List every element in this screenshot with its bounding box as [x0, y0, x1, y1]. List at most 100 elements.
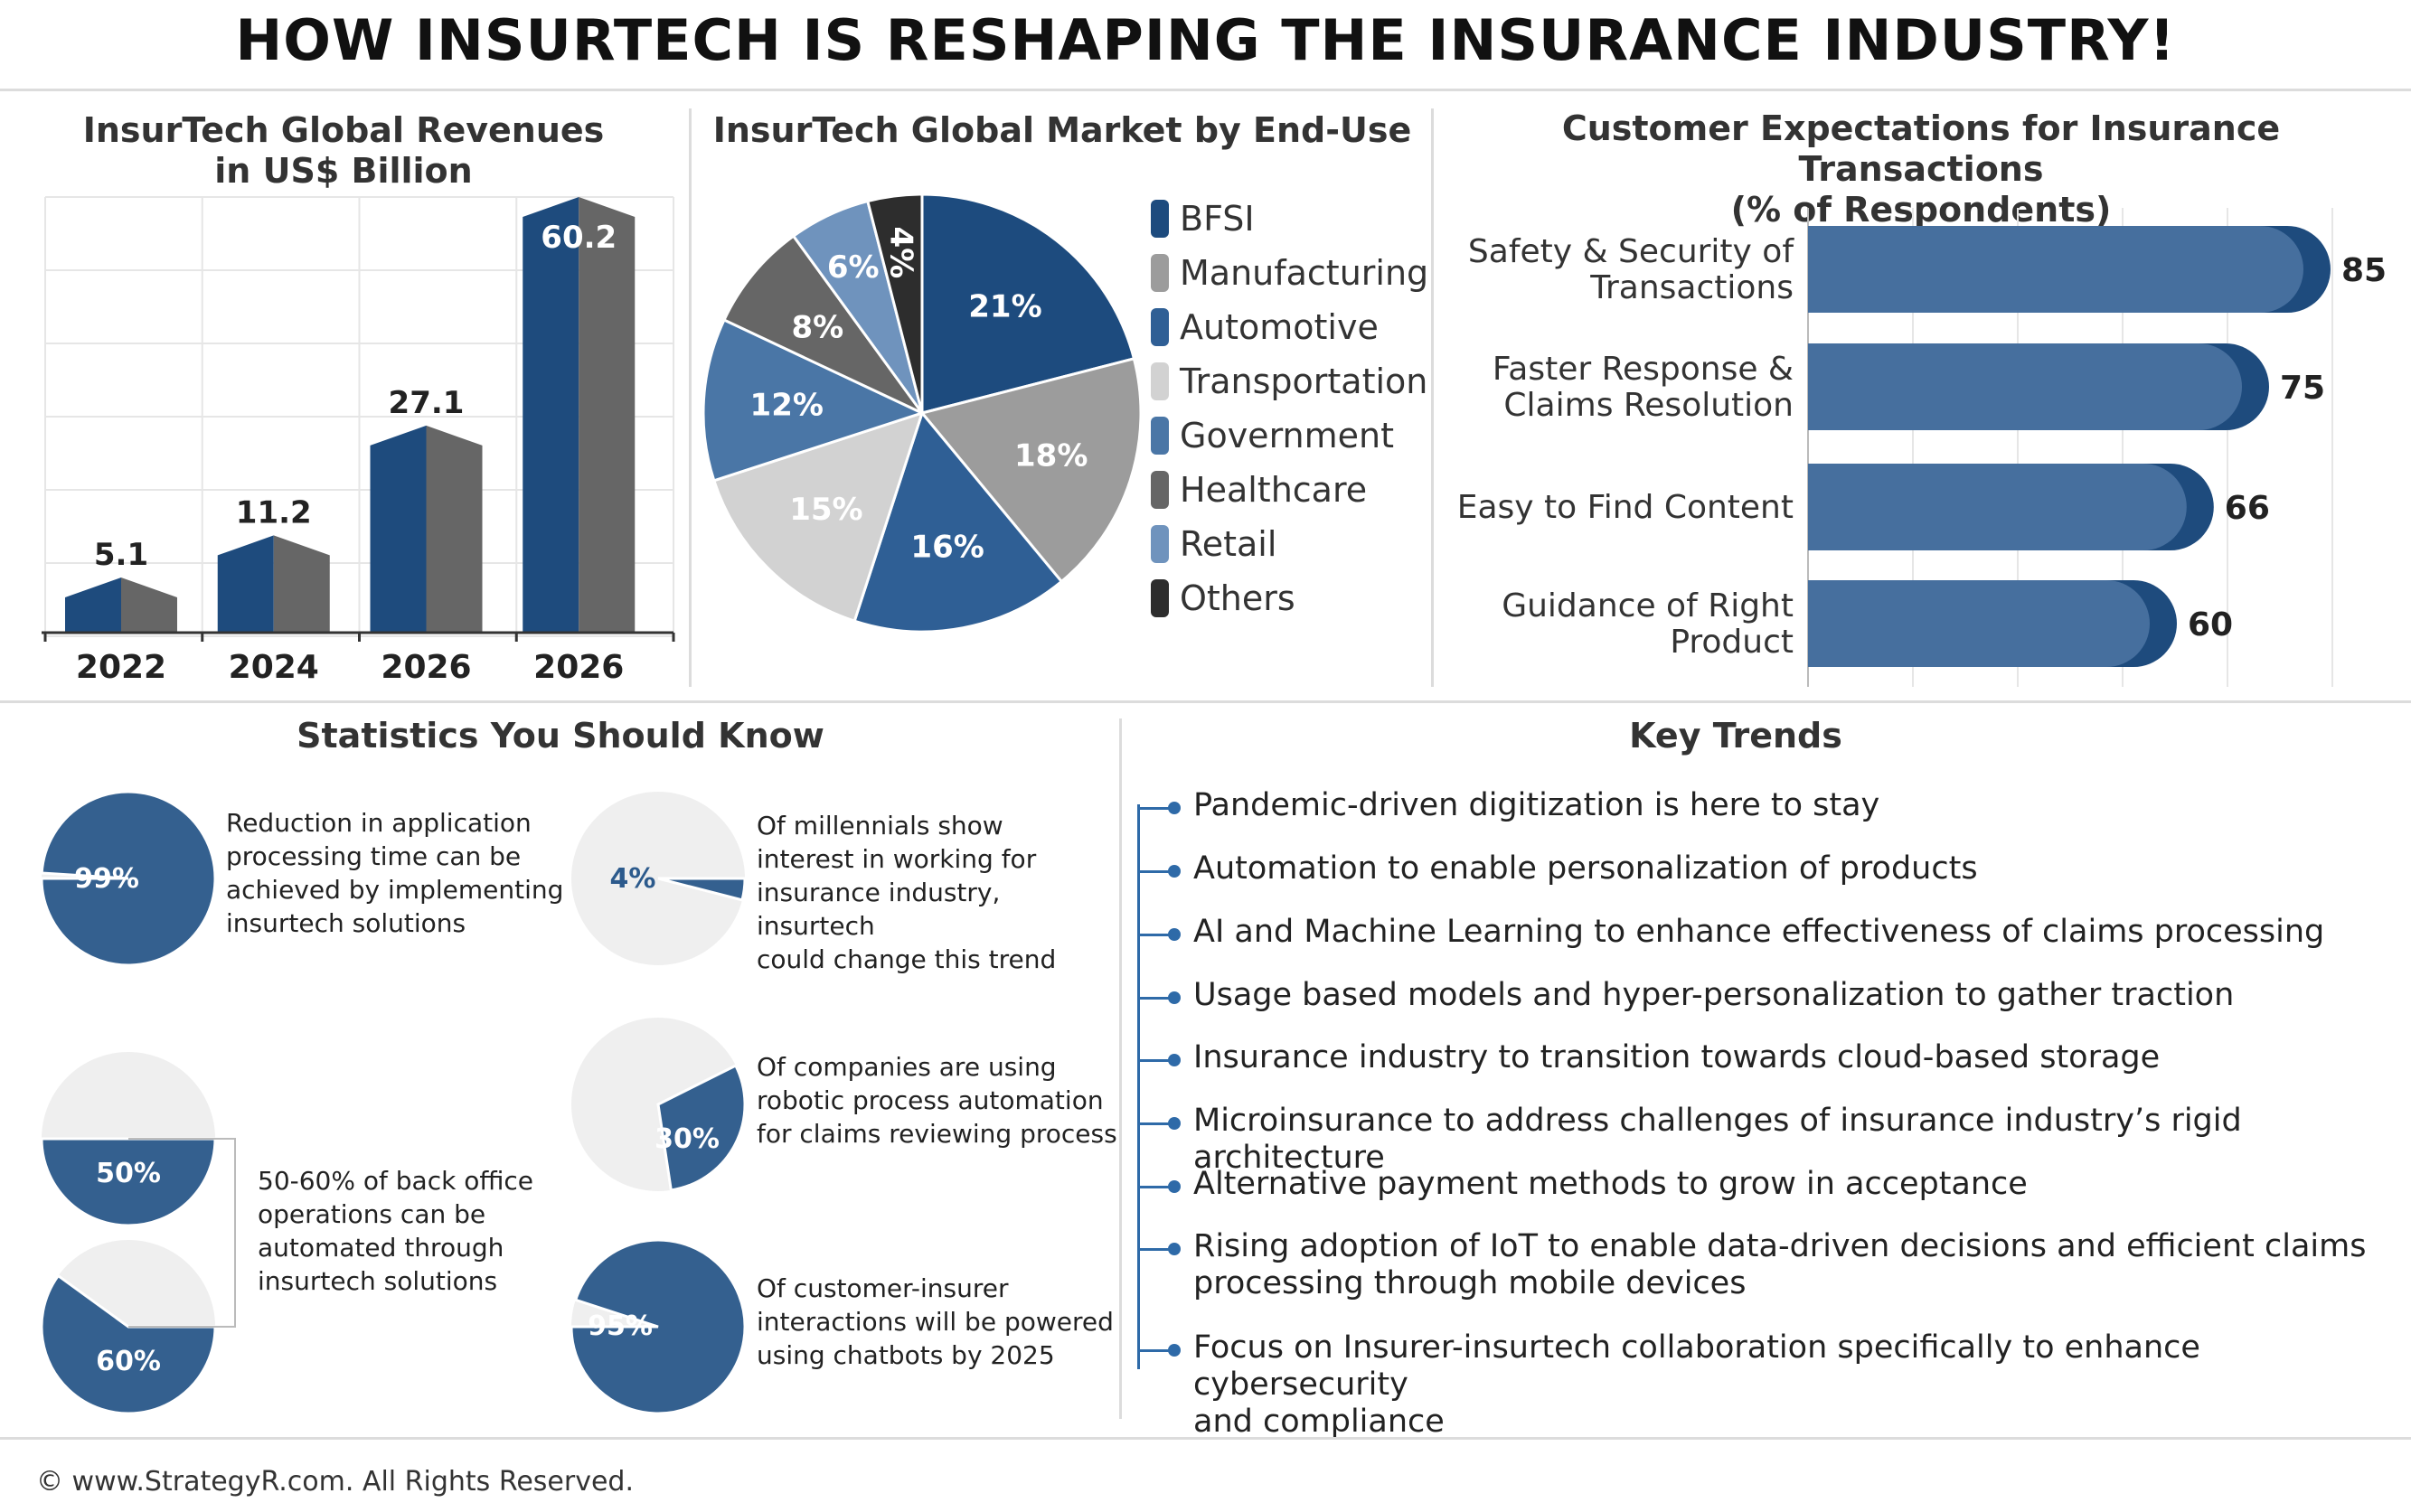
trend-line: Rising adoption of IoT to enable data-dr…: [1193, 1228, 2367, 1264]
expectation-category-label: Faster Response &: [1493, 351, 1794, 388]
trend-item: Usage based models and hyper-personaliza…: [1193, 977, 2405, 1014]
pie-value-label: 21%: [968, 288, 1041, 324]
expectation-category-label: Transactions: [1589, 269, 1794, 306]
stat-line: Of companies are using: [757, 1052, 1057, 1082]
legend-swatch: [1151, 362, 1169, 400]
stat-line: achieved by implementing: [226, 875, 564, 905]
pie-slice: [702, 317, 927, 483]
trend-bullet-icon: [1168, 1180, 1181, 1193]
pie-value-label: 4%: [883, 226, 919, 278]
legend-item: Transportation: [1151, 354, 1428, 409]
stat-line: insurtech solutions: [258, 1266, 498, 1296]
trend-item: Insurance industry to transition towards…: [1193, 1039, 2405, 1076]
pie-value-label: 16%: [910, 529, 984, 565]
legend-swatch: [1151, 579, 1169, 617]
trend-connector: [1137, 934, 1173, 936]
expectations-title-line1: Customer Expectations for Insurance Tran…: [1561, 108, 2281, 189]
trend-item: Focus on Insurer-insurtech collaboration…: [1193, 1329, 2405, 1441]
legend-item: Government: [1151, 409, 1428, 463]
expectation-category-label: Claims Resolution: [1503, 387, 1794, 424]
stat-line: insurtech solutions: [226, 908, 466, 938]
pie-value-label: 6%: [827, 249, 880, 286]
trend-line: Insurance industry to transition towards…: [1193, 1039, 2161, 1075]
revenue-bar-chart: 5.1 2022 11.2 2024 27.1 2026 60.2 2026: [42, 196, 675, 686]
trend-item: Pandemic-driven digitization is here to …: [1193, 787, 2405, 824]
revenue-bar-front: [65, 578, 121, 633]
stat-text-99: Reduction in application processing time…: [226, 806, 570, 940]
trend-bullet-icon: [1168, 1117, 1181, 1130]
expectation-bar: [1808, 464, 2187, 550]
section-divider: [0, 700, 2411, 703]
legend-label: Retail: [1180, 524, 1277, 564]
stat-60-label: 60%: [96, 1346, 161, 1377]
stat-line: Reduction in application: [226, 808, 532, 838]
expectation-bar: [1808, 343, 2242, 430]
stat-text-30: Of companies are using robotic process a…: [757, 1050, 1118, 1150]
trend-line: Microinsurance to address challenges of …: [1193, 1103, 2242, 1176]
expectation-bar: [1808, 226, 2303, 313]
pie-legend: BFSI Manufacturing Automotive Transportatio…: [1151, 192, 1428, 625]
pie-chart-title: InsurTech Global Market by End-Use: [712, 110, 1412, 150]
revenue-bar-side: [121, 578, 177, 633]
trend-connector: [1137, 1349, 1173, 1352]
trend-connector: [1137, 1122, 1173, 1125]
expectation-category-label: Guidance of Right: [1502, 587, 1794, 625]
legend-item: Others: [1151, 571, 1428, 625]
trend-connector: [1137, 1248, 1173, 1251]
panel-divider-1: [689, 108, 692, 687]
trend-line: Usage based models and hyper-personaliza…: [1193, 977, 2235, 1013]
revenue-bar-side: [579, 197, 636, 633]
revenue-bar-side: [273, 535, 330, 633]
trend-bullet-icon: [1168, 1054, 1181, 1066]
legend-item: Retail: [1151, 517, 1428, 571]
panel-divider-2: [1431, 108, 1434, 687]
trend-item: AI and Machine Learning to enhance effec…: [1193, 914, 2405, 951]
legend-label: Others: [1180, 578, 1295, 618]
revenue-year-label: 2022: [76, 649, 166, 686]
stat-line: for claims reviewing process: [757, 1119, 1117, 1149]
legend-swatch: [1151, 525, 1169, 563]
trend-line: and compliance: [1193, 1404, 1445, 1440]
stat-line: operations can be: [258, 1199, 486, 1229]
stat-95-fill: [570, 1238, 747, 1415]
stat-line: using chatbots by 2025: [757, 1340, 1055, 1370]
trend-line: Pandemic-driven digitization is here to …: [1193, 787, 1880, 823]
trend-item: Microinsurance to address challenges of …: [1193, 1103, 2405, 1177]
stat-line: processing time can be: [226, 841, 522, 871]
trend-connector: [1137, 1059, 1173, 1062]
expectation-value-label: 75: [2280, 370, 2325, 407]
legend-label: Transportation: [1180, 362, 1428, 401]
legend-label: BFSI: [1180, 199, 1255, 239]
revenue-bar-front: [523, 197, 579, 633]
stat-50-label: 50%: [96, 1158, 161, 1189]
revenue-title-line2: in US$ Billion: [214, 151, 473, 191]
trend-line: Focus on Insurer-insurtech collaboration…: [1193, 1329, 2200, 1403]
stat-line: robotic process automation: [757, 1085, 1104, 1115]
expectation-category-label: Easy to Find Content: [1457, 489, 1794, 526]
trend-connector: [1137, 870, 1173, 873]
page-title: HOW INSURTECH IS RESHAPING THE INSURANCE…: [235, 7, 2176, 73]
stat-30-fill: [656, 1064, 747, 1192]
expectation-value-label: 66: [2225, 490, 2270, 527]
legend-swatch: [1151, 471, 1169, 509]
trend-bullet-icon: [1168, 802, 1181, 814]
revenue-value-label: 5.1: [94, 537, 148, 573]
trend-line: Automation to enable personalization of …: [1193, 850, 1978, 887]
revenue-value-label: 60.2: [541, 220, 617, 256]
stat-line: could change this trend: [757, 944, 1057, 974]
legend-item: Manufacturing: [1151, 246, 1428, 300]
pie-slice: [865, 193, 924, 414]
legend-swatch: [1151, 254, 1169, 292]
stat-text-95: Of customer-insurer interactions will be…: [757, 1272, 1118, 1372]
trend-connector: [1137, 997, 1173, 1000]
stat-line: 50-60% of back office: [258, 1166, 534, 1196]
expectation-value-label: 60: [2188, 606, 2233, 643]
stat-4-label: 4%: [610, 863, 656, 895]
legend-swatch: [1151, 308, 1169, 346]
stat-60-fill: [40, 1273, 217, 1415]
stats-donuts: 99% 4% 50% 60% 30% 95%: [40, 790, 747, 1415]
stat-99-label: 99%: [74, 863, 139, 895]
revenue-bar-front: [370, 425, 427, 633]
stat-line: interactions will be powered: [757, 1307, 1114, 1337]
legend-label: Government: [1180, 416, 1394, 455]
